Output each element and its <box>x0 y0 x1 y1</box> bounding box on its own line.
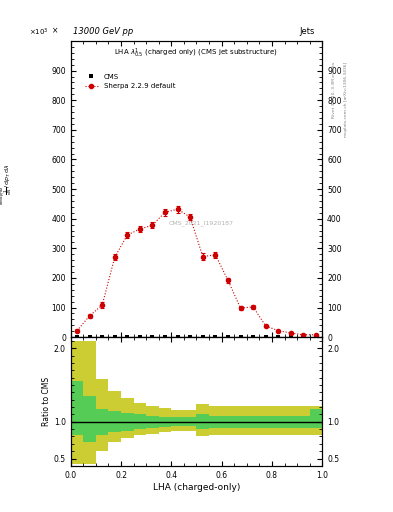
Text: $\times$: $\times$ <box>51 26 58 36</box>
Text: Jets: Jets <box>299 27 315 36</box>
Y-axis label: Ratio to CMS: Ratio to CMS <box>42 377 51 426</box>
Text: $\frac{1}{\mathrm{d}N}\,/\,\mathrm{d}p_T\,\mathrm{d}\lambda$: $\frac{1}{\mathrm{d}N}\,/\,\mathrm{d}p_T… <box>2 163 14 195</box>
Legend: CMS, Sherpa 2.2.9 default: CMS, Sherpa 2.2.9 default <box>82 71 178 92</box>
Text: CMS_2021_I1920187: CMS_2021_I1920187 <box>169 221 234 226</box>
X-axis label: LHA (charged-only): LHA (charged-only) <box>153 482 240 492</box>
Text: mcplots.cern.ch [arXiv:1306.3436]: mcplots.cern.ch [arXiv:1306.3436] <box>344 61 348 137</box>
Text: LHA $\lambda^{1}_{0.5}$ (charged only) (CMS jet substructure): LHA $\lambda^{1}_{0.5}$ (charged only) (… <box>114 47 279 60</box>
Text: $\times 10^3$: $\times 10^3$ <box>29 27 49 38</box>
Text: Rivet 3.1.10, 3.3M events: Rivet 3.1.10, 3.3M events <box>332 61 336 118</box>
Text: $\frac{1}{\mathrm{d}N/\mathrm{d}p_T\mathrm{d}\lambda}$: $\frac{1}{\mathrm{d}N/\mathrm{d}p_T\math… <box>0 184 9 205</box>
Text: 13000 GeV pp: 13000 GeV pp <box>73 27 134 36</box>
